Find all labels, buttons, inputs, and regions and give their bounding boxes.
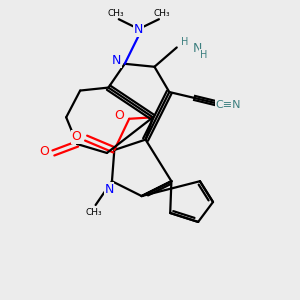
Text: CH₃: CH₃: [107, 9, 124, 18]
Text: O: O: [39, 145, 49, 158]
Text: C≡N: C≡N: [215, 100, 241, 110]
Text: N: N: [193, 42, 203, 56]
Text: O: O: [115, 109, 124, 122]
Text: N: N: [134, 23, 143, 36]
Text: H: H: [182, 37, 189, 47]
Text: CH₃: CH₃: [86, 208, 102, 217]
Text: O: O: [72, 130, 82, 143]
Text: N: N: [104, 183, 114, 196]
Text: H: H: [200, 50, 207, 60]
Text: N: N: [112, 54, 121, 67]
Text: CH₃: CH₃: [154, 9, 170, 18]
